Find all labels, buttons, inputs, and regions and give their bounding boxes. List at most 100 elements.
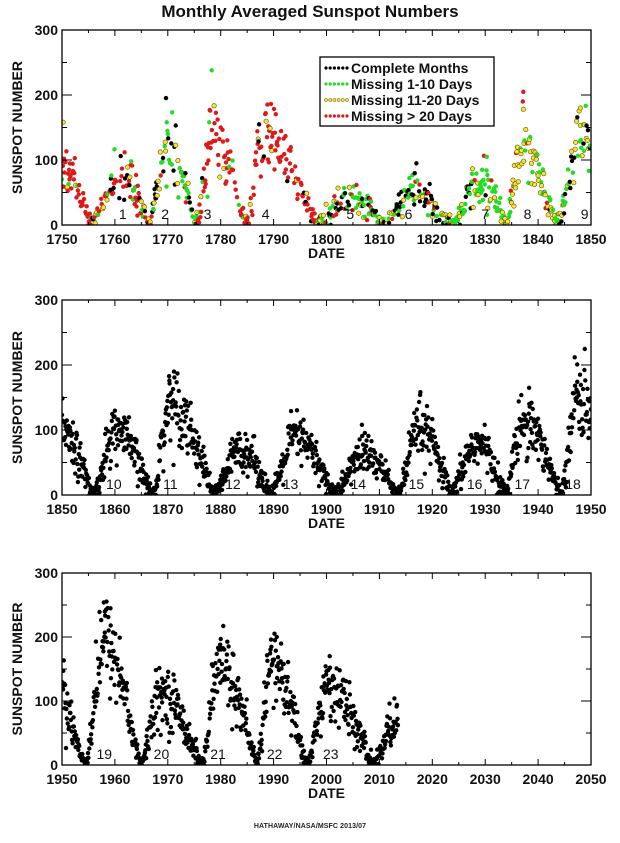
data-point [283,167,289,172]
data-point [485,172,490,178]
data-point [323,664,328,669]
data-point [368,199,374,204]
data-point [265,102,270,107]
data-point [211,706,216,711]
data-point [252,433,257,439]
data-point [157,458,163,463]
data-point [244,437,250,443]
data-point [420,447,425,453]
data-point [288,689,293,695]
data-point [351,703,356,709]
data-point [210,663,215,669]
data-point [124,680,129,686]
data-point [148,714,153,719]
data-point [222,673,227,679]
data-point [251,192,256,197]
data-point [207,470,212,475]
data-point [428,193,434,199]
data-point [344,696,349,702]
data-point [174,421,180,426]
data-point [175,180,181,186]
data-point [110,190,116,196]
data-point [134,746,140,752]
data-point [263,471,268,477]
data-point [509,471,514,477]
data-point [239,696,244,701]
data-point [110,667,115,672]
data-point [80,202,85,208]
data-point [569,412,574,417]
data-point [164,405,170,410]
data-point [102,630,108,635]
data-point-outlier [274,634,279,640]
data-point [274,483,279,489]
data-point [160,155,166,161]
data-point [104,663,110,669]
data-point [409,435,415,440]
data-point [161,469,166,474]
data-point [108,606,113,611]
data-point [176,696,181,701]
x-tick-label: 1930 [470,501,501,517]
data-point [278,659,283,664]
data-point [533,156,539,162]
data-point [107,696,113,701]
data-point [200,176,205,181]
data-point [220,127,225,132]
cycle-number-label: 20 [154,746,170,762]
data-point [166,739,172,745]
data-point [68,710,73,716]
data-point [405,472,410,478]
data-point [412,423,418,428]
data-point [289,704,294,709]
cycle-number-label: 9 [581,206,589,222]
legend-marker [332,98,337,102]
y-axis-label: SUNSPOT NUMBER [9,61,25,194]
data-point [557,482,562,488]
data-point [571,180,577,186]
data-point [70,161,75,166]
data-point [285,452,290,457]
data-point [546,477,551,482]
data-point [236,705,241,711]
data-point [453,484,458,489]
data-point [143,748,148,753]
data-point [107,649,112,654]
legend-marker [340,98,345,102]
y-tick-label: 0 [50,487,58,503]
data-point [151,200,157,206]
legend-entry: Missing 1-10 Days [324,76,473,92]
data-point [158,732,163,738]
data-point [266,160,271,165]
data-point [536,162,542,167]
data-point [318,734,323,739]
data-point [346,732,352,737]
data-point [536,457,541,463]
data-point-outlier [577,105,583,111]
data-point-outlier [118,153,123,159]
data-point [274,698,279,703]
data-point [203,460,208,466]
data-point [394,702,400,708]
data-point [509,449,515,454]
data-point [123,684,129,689]
data-point [160,429,166,434]
data-point [491,466,497,471]
data-point [259,749,265,754]
data-point [271,106,277,112]
data-point [346,203,352,208]
data-point [127,183,132,188]
data-point [233,187,238,192]
data-point [312,211,317,216]
data-point [230,727,235,732]
x-tick-label: 1860 [99,501,130,517]
data-point [241,460,246,465]
data-point-outlier [387,701,392,706]
data-point [241,205,246,211]
data-point [539,447,545,452]
data-point [492,469,498,474]
data-point [394,728,399,733]
data-point [88,737,93,742]
x-tick-label: 2030 [470,771,501,787]
data-point [538,434,543,439]
